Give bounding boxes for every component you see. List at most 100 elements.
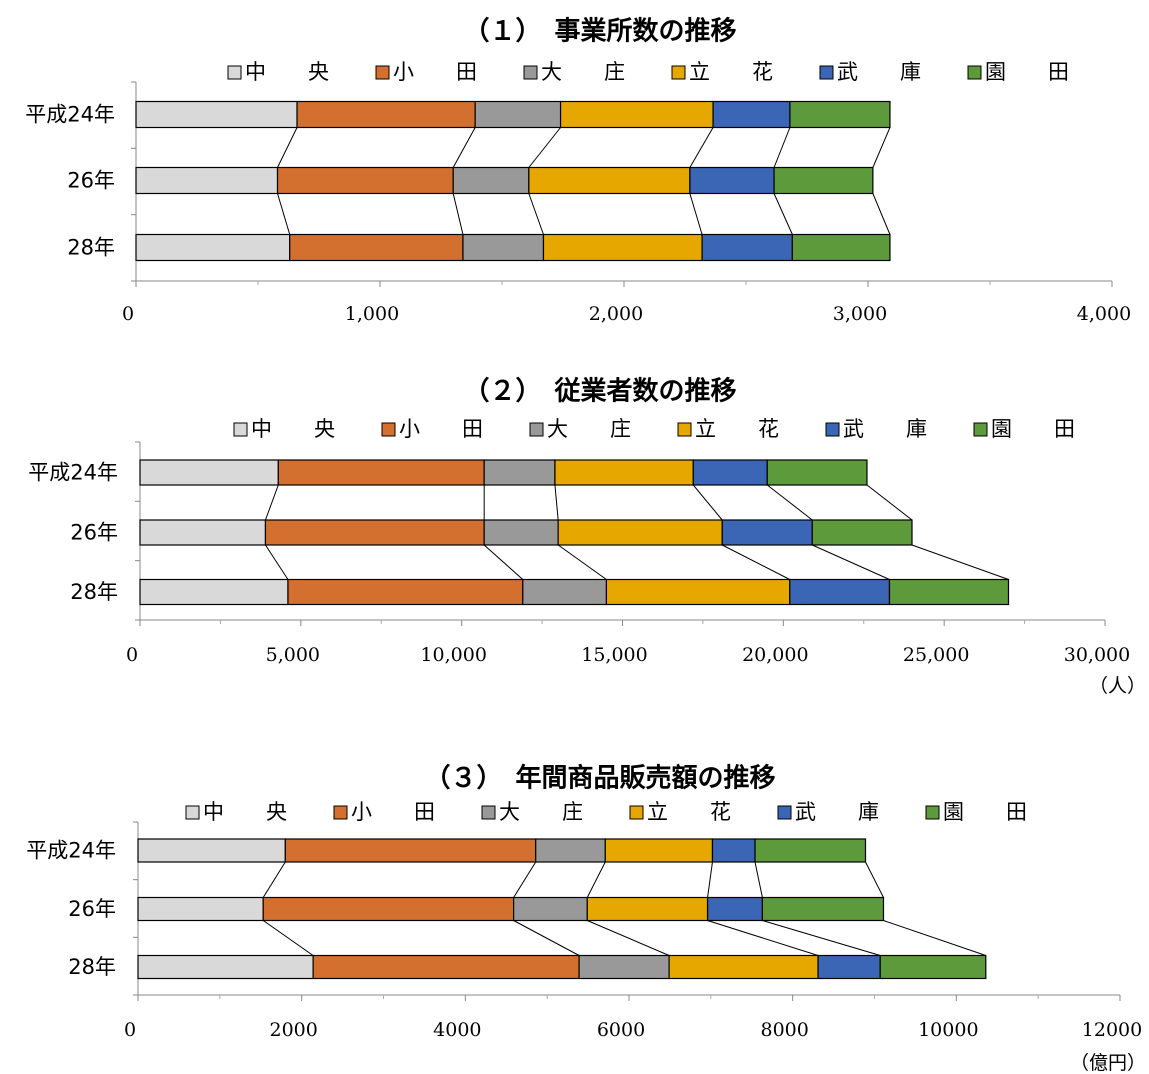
chart-title: （１） 事業所数の推移 — [463, 17, 736, 47]
legend-label: 小 田 — [351, 800, 435, 824]
bar-segment — [137, 838, 286, 863]
bar-segment — [535, 838, 606, 863]
bar-segment — [559, 100, 714, 129]
series-line — [586, 861, 606, 898]
category-label: 26年 — [67, 169, 115, 193]
x-tick-label: 4,000 — [1077, 303, 1131, 325]
bar-segment — [879, 954, 987, 980]
bar-segment — [312, 954, 580, 980]
bar-segment — [554, 459, 694, 486]
legend-item: 大 庄 — [523, 60, 625, 84]
series-line — [513, 861, 537, 898]
bar-segment — [888, 578, 1010, 606]
bar-segment — [287, 578, 524, 606]
series-line — [277, 193, 291, 235]
bar-segment — [284, 838, 537, 863]
legend-item: 小 田 — [333, 800, 435, 824]
category-label: 26年 — [70, 521, 118, 545]
bar-segment — [586, 896, 709, 922]
legend-label: 中 央 — [251, 417, 335, 441]
series-line — [707, 920, 819, 956]
legend-label: 園 田 — [985, 60, 1069, 84]
legend-swatch — [967, 65, 982, 80]
series-line — [872, 127, 891, 168]
legend-item: 立 花 — [671, 60, 773, 84]
legend-item: 園 田 — [973, 417, 1075, 441]
series-line — [277, 127, 298, 168]
series-line — [528, 193, 544, 235]
legend-item: 中 央 — [233, 417, 335, 441]
series-line — [483, 544, 524, 580]
chart-title: （２） 従業者数の推移 — [463, 377, 736, 407]
legend-item: 大 庄 — [481, 800, 583, 824]
series-line — [689, 193, 703, 235]
bar-segment — [668, 954, 819, 980]
legend-swatch — [973, 422, 988, 437]
series-line — [872, 193, 891, 235]
legend-swatch — [677, 422, 692, 437]
legend-label: 武 庫 — [795, 800, 879, 824]
series-line — [689, 127, 714, 168]
bar-segment — [766, 459, 868, 486]
legend-item: 武 庫 — [819, 60, 921, 84]
legend-swatch — [819, 65, 834, 80]
legend-item: 小 田 — [375, 60, 477, 84]
series-line — [554, 484, 559, 521]
bar-segment — [135, 233, 291, 262]
series-line — [452, 127, 476, 168]
legend-swatch — [629, 805, 644, 820]
x-tick-label: 2,000 — [589, 303, 643, 325]
bar-segment — [605, 578, 791, 606]
bar-segment — [296, 100, 476, 129]
category-label: 28年 — [67, 236, 115, 260]
legend-item: 園 田 — [967, 60, 1069, 84]
x-tick-label: 0 — [124, 1019, 136, 1041]
bar-segment — [773, 166, 874, 195]
x-tick-label: 0 — [126, 644, 138, 666]
bar-segment — [277, 459, 485, 486]
legend-label: 立 花 — [689, 60, 773, 84]
legend-item: 大 庄 — [529, 417, 631, 441]
series-line — [773, 193, 793, 235]
bar-segment — [791, 233, 891, 262]
bar-segment — [522, 578, 608, 606]
series-line — [707, 861, 713, 898]
x-tick-label: 5,000 — [266, 644, 320, 666]
legend-label: 大 庄 — [499, 800, 583, 824]
bar-segment — [264, 519, 485, 546]
series-line — [587, 920, 670, 956]
legend-label: 大 庄 — [541, 60, 625, 84]
category-label: 平成24年 — [28, 461, 118, 485]
legend-label: 武 庫 — [837, 60, 921, 84]
series-line — [721, 544, 790, 580]
x-tick-label: 25,000 — [903, 644, 969, 666]
legend-item: 武 庫 — [825, 417, 927, 441]
x-tick-label: 8000 — [760, 1019, 808, 1041]
series-line — [812, 544, 890, 580]
category-label: 28年 — [70, 580, 118, 604]
series-line — [773, 127, 791, 168]
bar-segment — [135, 100, 298, 129]
x-tick-label: 6000 — [597, 1019, 645, 1041]
category-label: 28年 — [68, 955, 116, 979]
bar-segment — [789, 100, 891, 129]
legend-swatch — [671, 65, 686, 80]
legend-item: 武 庫 — [777, 800, 879, 824]
chart-title: （３） 年間商品販売額の推移 — [424, 763, 775, 794]
bar-segment — [462, 233, 545, 262]
series-line — [262, 861, 286, 898]
category-label: 平成24年 — [25, 103, 115, 127]
series-line — [866, 484, 913, 521]
series-line — [883, 920, 986, 956]
x-tick-label: 12000 — [1082, 1019, 1142, 1041]
bar-segment — [712, 100, 791, 129]
legend-label: 小 田 — [393, 60, 477, 84]
bar-segment — [542, 233, 703, 262]
category-label: 平成24年 — [26, 839, 116, 863]
legend-swatch — [825, 422, 840, 437]
bar-segment — [578, 954, 670, 980]
